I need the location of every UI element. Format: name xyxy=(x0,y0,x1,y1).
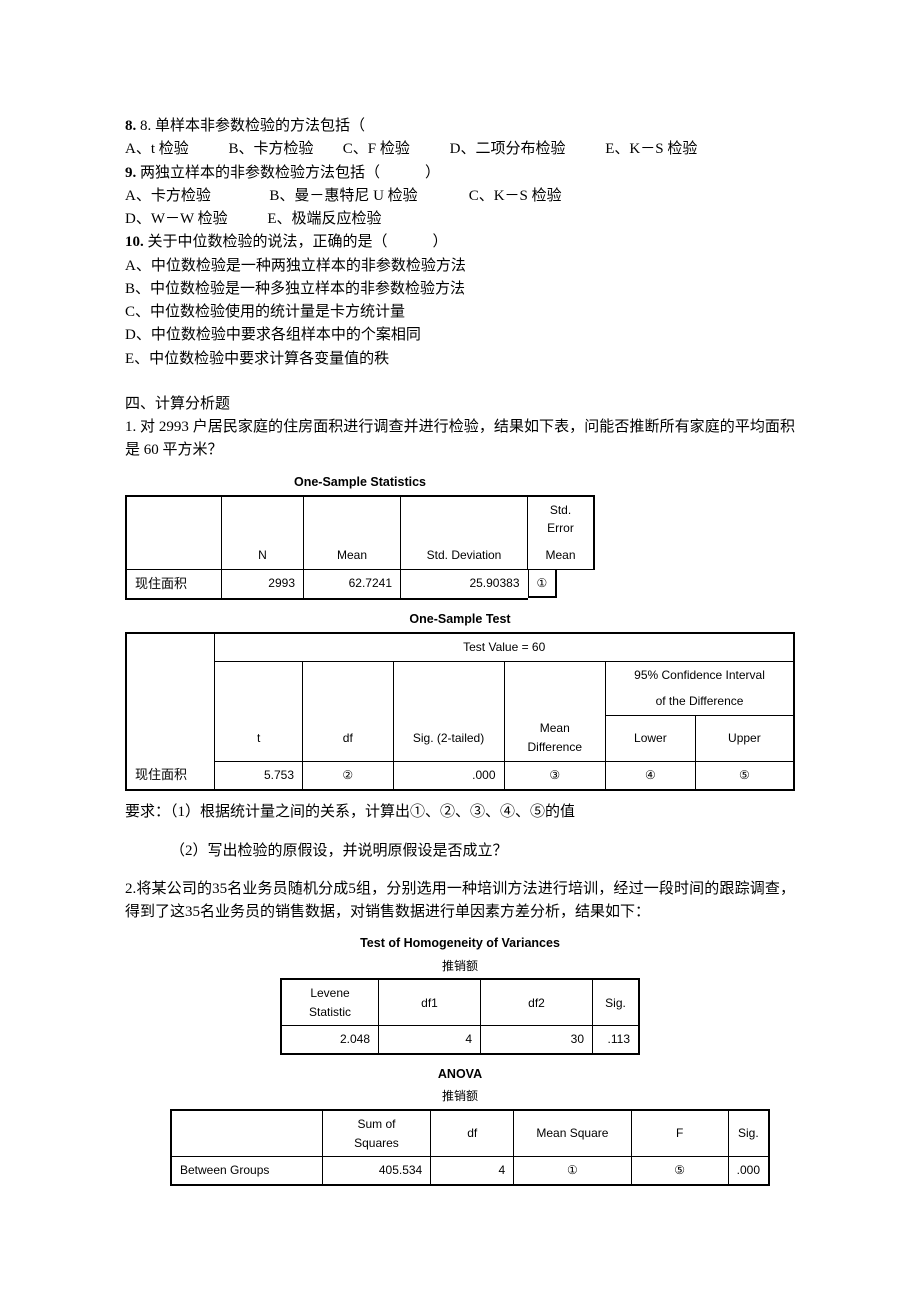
q10-stem-text: 关于中位数检验的说法，正确的是（ ） xyxy=(148,234,448,250)
table1-h-se1: Std. Error xyxy=(528,496,595,542)
table2-title: One-Sample Test xyxy=(125,610,795,629)
table1-h-blank xyxy=(304,496,401,542)
table2-ci1: 95% Confidence Interval xyxy=(606,661,794,688)
q8-stem: 8. 8. 单样本非参数检验的方法包括（ document.currentScr… xyxy=(125,115,795,138)
q9-b: B、曼－惠特尼 U 检验 xyxy=(269,188,417,204)
table3-levene: 2.048 xyxy=(281,1026,379,1054)
q9-e: E、极端反应检验 xyxy=(267,211,381,227)
table2-h-meandiff: MeanDifference xyxy=(504,715,606,761)
q9-stem: 9. 两独立样本的非参数检验方法包括（ ） xyxy=(125,162,795,185)
table4-row1-label: Between Groups xyxy=(171,1157,322,1185)
table1-corner xyxy=(126,496,222,542)
q8-c: C、F 检验 xyxy=(343,141,410,157)
table2-sig: .000 xyxy=(393,761,504,790)
table4-h-ss: Sum ofSquares xyxy=(322,1110,431,1157)
table2-blank xyxy=(393,661,504,715)
table3-h-df2: df2 xyxy=(481,979,593,1026)
table3-h-sig: Sig. xyxy=(593,979,640,1026)
q9-d: D、W－W 检验 xyxy=(125,211,228,227)
table4-h-ms: Mean Square xyxy=(514,1110,631,1157)
table1-rowlabel: 现住面积 xyxy=(126,569,222,599)
table2-h-lower: Lower xyxy=(606,715,696,761)
table2-ci2: of the Difference xyxy=(606,688,794,715)
table4-h-sig: Sig. xyxy=(728,1110,769,1157)
q8-a: A、t 检验 xyxy=(125,141,189,157)
table4-h-f: F xyxy=(631,1110,728,1157)
q9-options-line1: A、卡方检验 B、曼－惠特尼 U 检验 C、K－S 检验 xyxy=(125,185,795,208)
table1-mean: 62.7241 xyxy=(304,569,401,599)
req1: 要求：（1）根据统计量之间的关系，计算出①、②、③、④、⑤的值 xyxy=(125,801,795,824)
table2-blank xyxy=(215,661,303,715)
table3-sig: .113 xyxy=(593,1026,640,1054)
table4-h-df: df xyxy=(431,1110,514,1157)
table3-df2: 30 xyxy=(481,1026,593,1054)
table1: Std. Error N Mean Std. Deviation Mean 现住… xyxy=(125,495,595,600)
table1-h-se2: Mean xyxy=(528,542,595,569)
table1-h-blank xyxy=(222,496,304,542)
table1-std: 25.90383 xyxy=(401,569,528,599)
q8-number: 8. xyxy=(125,118,136,134)
q10-e: E、中位数检验中要求计算各变量值的秩 xyxy=(125,348,795,371)
table2-h-df: df xyxy=(303,715,394,761)
table2-h-sig: Sig. (2-tailed) xyxy=(393,715,504,761)
table2-testvalue: Test Value = 60 xyxy=(215,633,794,661)
table3: LeveneStatistic df1 df2 Sig. 2.048 4 30 … xyxy=(280,978,640,1055)
q10-stem: 10. 关于中位数检验的说法，正确的是（ ） xyxy=(125,231,795,254)
table4: Sum ofSquares df Mean Square F Sig. Betw… xyxy=(170,1109,770,1186)
table2-upper: ⑤ xyxy=(695,761,794,790)
q9-stem-text: 两独立样本的非参数检验方法包括（ ） xyxy=(140,165,440,181)
section4-p2: 2.将某公司的35名业务员随机分成5组，分别选用一种培训方法进行培训，经过一段时… xyxy=(125,878,795,925)
table1-n: 2993 xyxy=(222,569,304,599)
table1-se: ① xyxy=(528,570,558,599)
table4-sub: 推销额 xyxy=(125,1087,795,1106)
req2: （2）写出检验的原假设，并说明原假设是否成立？ xyxy=(125,840,795,863)
q9-a: A、卡方检验 xyxy=(125,188,211,204)
table1-h-std: Std. Deviation xyxy=(401,542,528,569)
q8-b: B、卡方检验 xyxy=(229,141,314,157)
q9-c: C、K－S 检验 xyxy=(469,188,562,204)
table2-h-upper: Upper xyxy=(695,715,794,761)
q10-b: B、中位数检验是一种多独立样本的非参数检验方法 xyxy=(125,278,795,301)
q8-d: D、二项分布检验 xyxy=(450,141,566,157)
table2-lower: ④ xyxy=(606,761,696,790)
table2-blank xyxy=(504,661,606,715)
table2-meandiff: ③ xyxy=(504,761,606,790)
table4-row1-ss: 405.534 xyxy=(322,1157,431,1185)
section4-p1: 1. 对 2993 户居民家庭的住房面积进行调查并进行检验，结果如下表，问能否推… xyxy=(125,416,795,463)
table3-title: Test of Homogeneity of Variances xyxy=(125,934,795,953)
table4-title: ANOVA xyxy=(125,1065,795,1084)
table4-row1-f: ⑤ xyxy=(631,1157,728,1185)
table4-corner xyxy=(171,1110,322,1157)
table2: Test Value = 60 95% Confidence Interval … xyxy=(125,632,795,791)
page-content: 8. 8. 单样本非参数检验的方法包括（ document.currentScr… xyxy=(0,0,920,1226)
table2-h-t: t xyxy=(215,715,303,761)
table2-corner xyxy=(126,633,215,761)
section4-label: 四、计算分析题 xyxy=(125,393,795,416)
table3-sub: 推销额 xyxy=(125,957,795,976)
table3-h-df1: df1 xyxy=(379,979,481,1026)
table2-t: 5.753 xyxy=(215,761,303,790)
table3-h-levene: LeveneStatistic xyxy=(281,979,379,1026)
table2-rowlabel: 现住面积 xyxy=(126,761,215,790)
q10-number: 10. xyxy=(125,234,144,250)
q10-d: D、中位数检验中要求各组样本中的个案相同 xyxy=(125,324,795,347)
table1-corner2 xyxy=(126,542,222,569)
q8-options: A、t 检验 B、卡方检验 C、F 检验 D、二项分布检验 E、K－S 检验 xyxy=(125,138,795,161)
table2-blank xyxy=(303,661,394,715)
table2-df: ② xyxy=(303,761,394,790)
q9-number: 9. xyxy=(125,165,136,181)
table4-row1-df: 4 xyxy=(431,1157,514,1185)
q10-c: C、中位数检验使用的统计量是卡方统计量 xyxy=(125,301,795,324)
table1-title: One-Sample Statistics xyxy=(125,473,595,492)
q8-e: E、K－S 检验 xyxy=(605,141,697,157)
q10-a: A、中位数检验是一种两独立样本的非参数检验方法 xyxy=(125,255,795,278)
table1-h-n: N xyxy=(222,542,304,569)
table4-row1-ms: ① xyxy=(514,1157,631,1185)
table3-df1: 4 xyxy=(379,1026,481,1054)
table4-row1-sig: .000 xyxy=(728,1157,769,1185)
q9-options-line2: D、W－W 检验 E、极端反应检验 xyxy=(125,208,795,231)
table1-h-blank xyxy=(401,496,528,542)
q8-stem-text: 8. 单样本非参数检验的方法包括（ xyxy=(140,118,365,134)
table1-h-mean: Mean xyxy=(304,542,401,569)
